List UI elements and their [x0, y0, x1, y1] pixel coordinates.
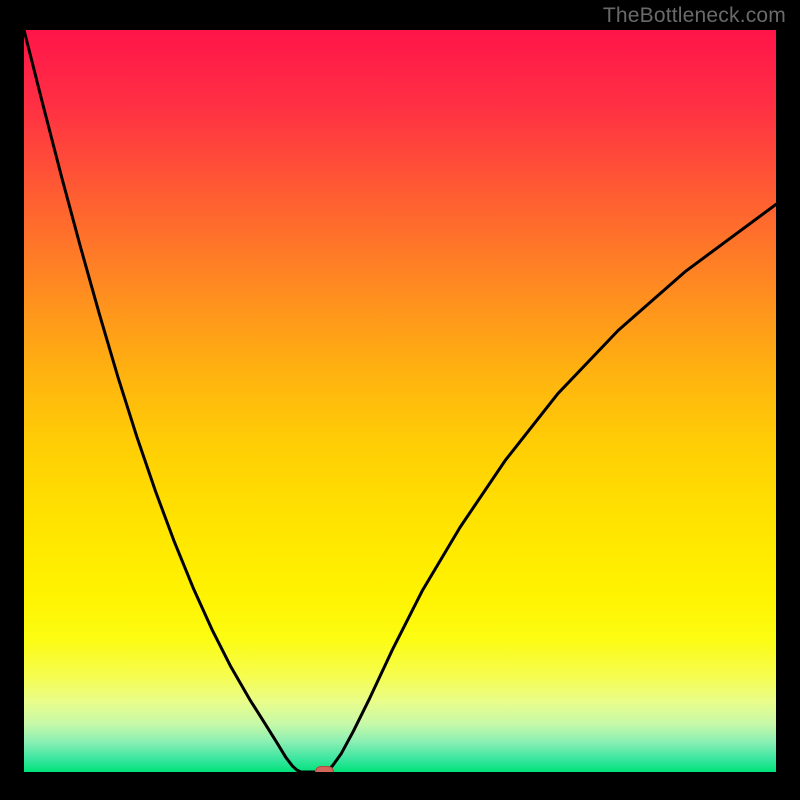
chart-svg: [24, 30, 776, 772]
watermark-text: TheBottleneck.com: [603, 4, 786, 28]
gradient-background: [24, 30, 776, 772]
plot-area: [24, 30, 776, 772]
bottleneck-marker: [315, 766, 334, 773]
